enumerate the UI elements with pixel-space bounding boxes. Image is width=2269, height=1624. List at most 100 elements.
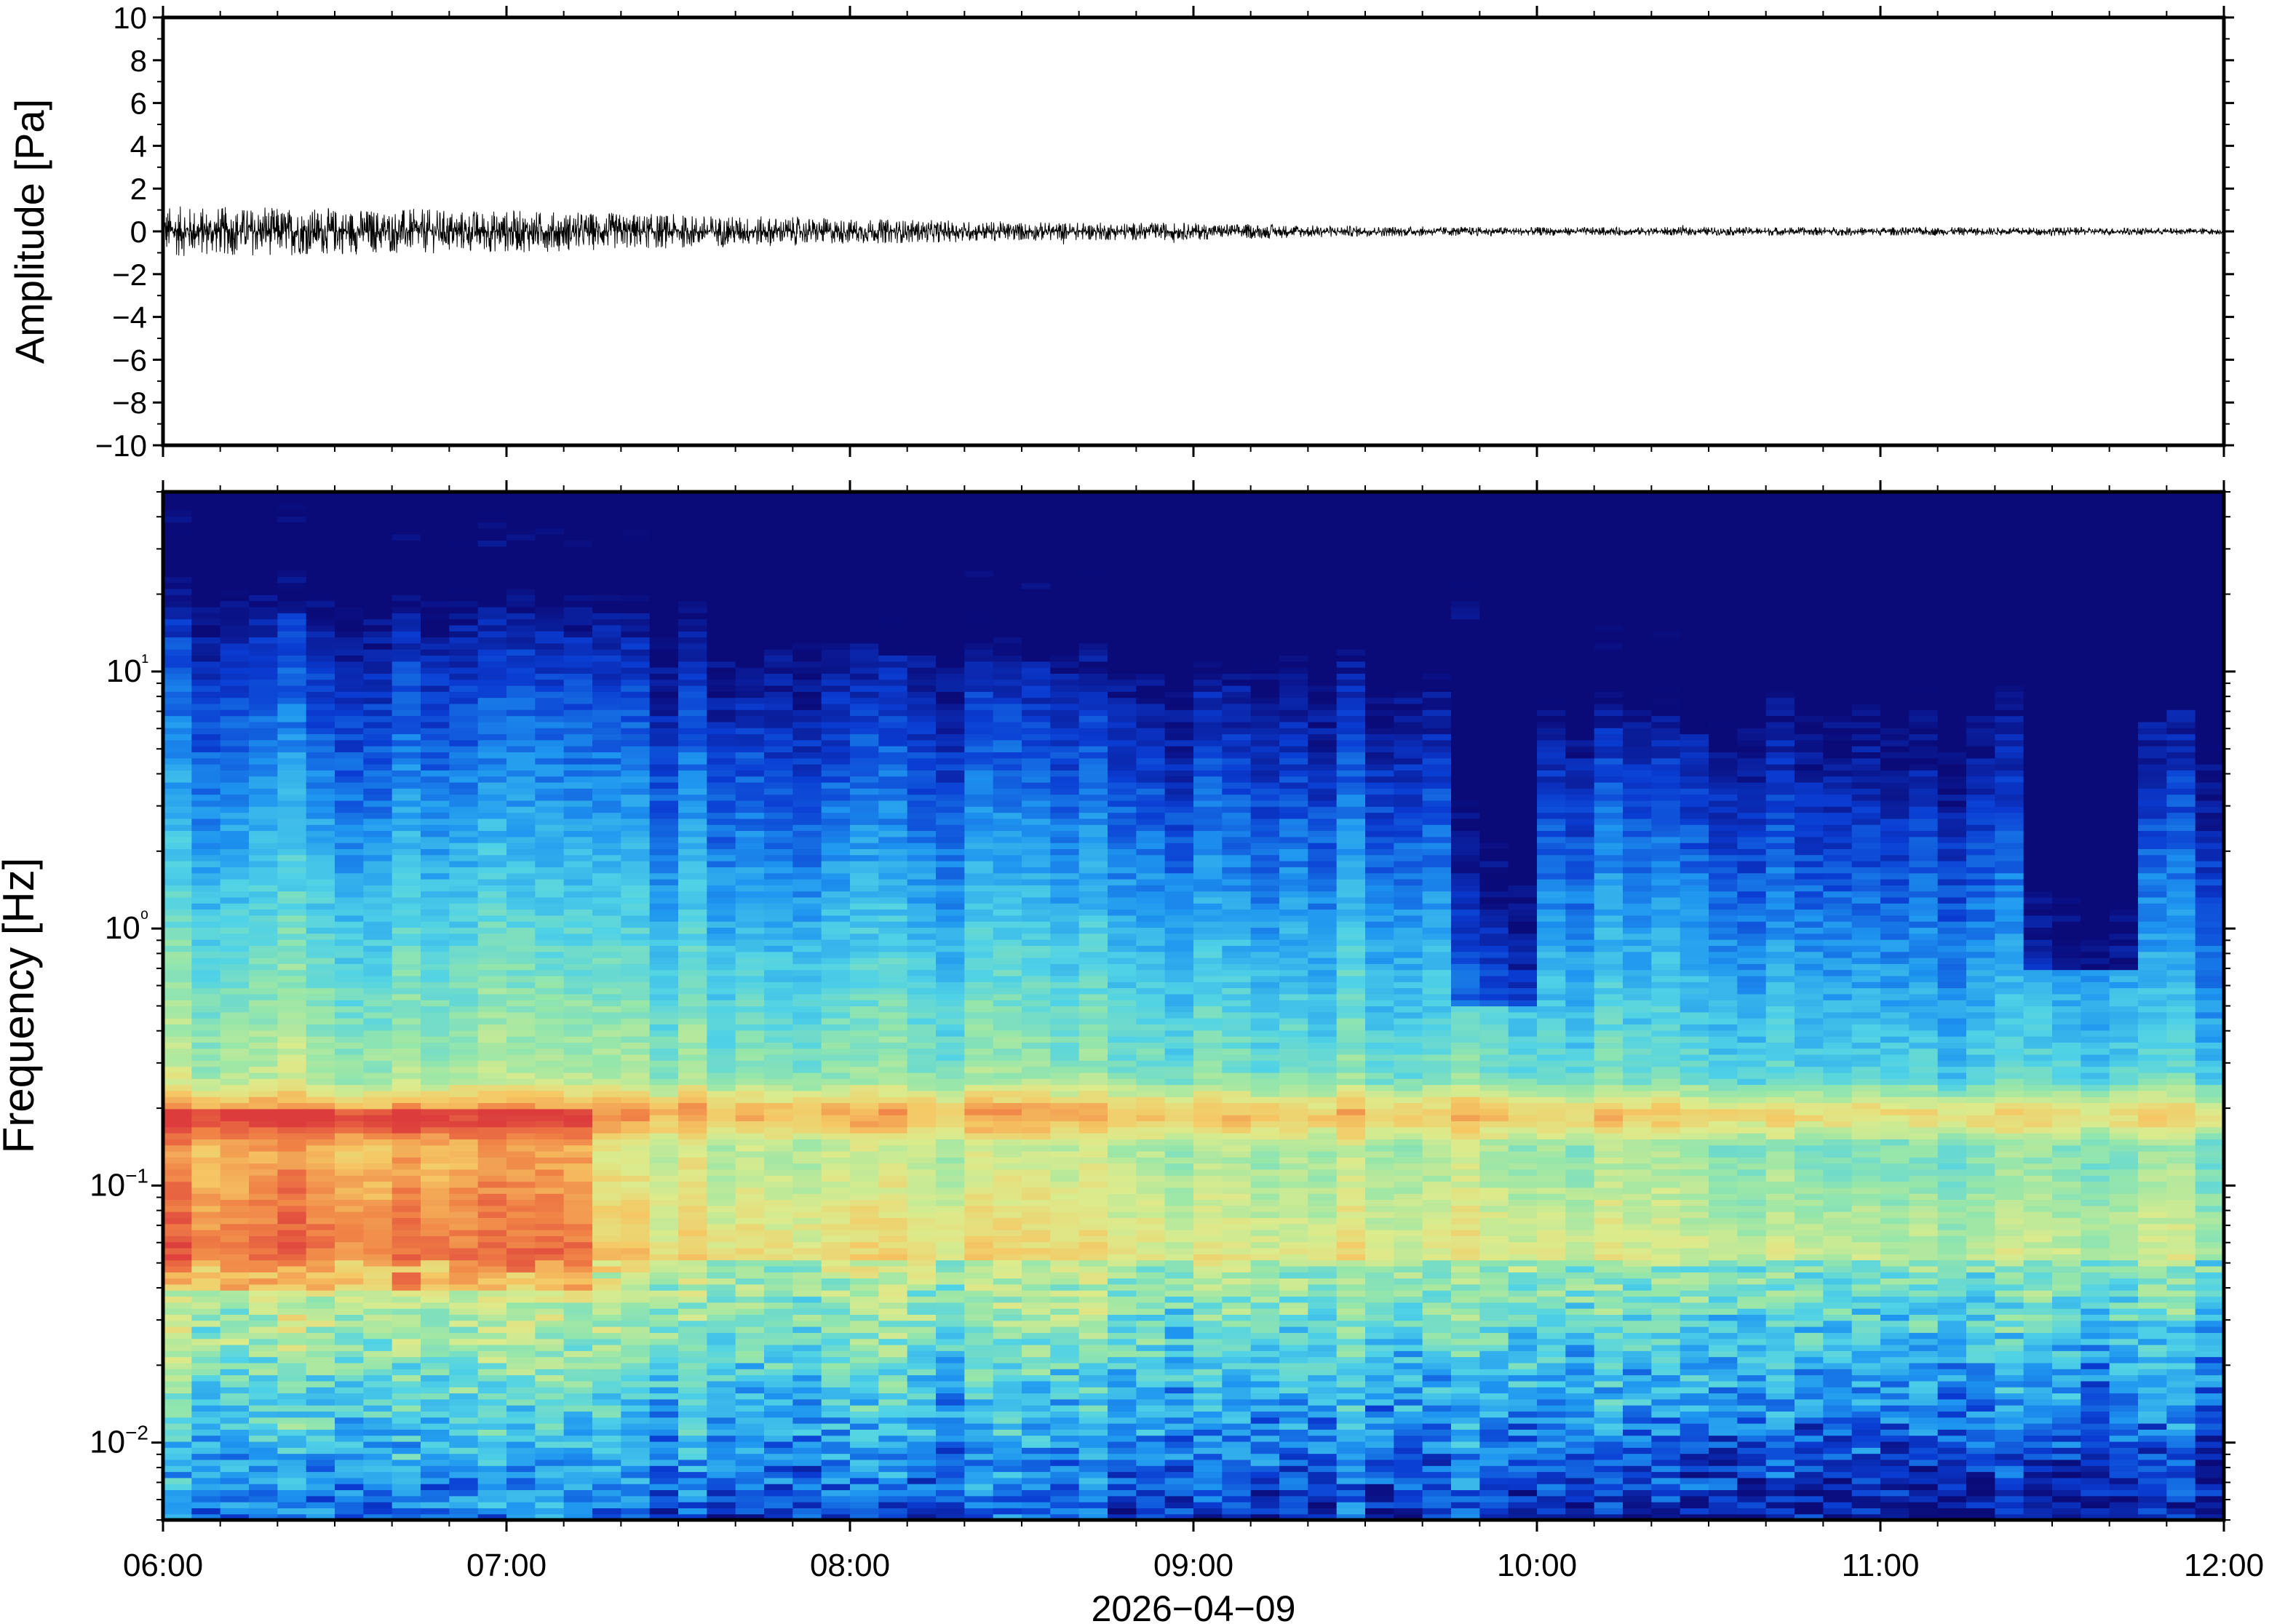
spectrogram-cell — [220, 1235, 250, 1243]
spectrogram-cell — [649, 679, 679, 686]
spectrogram-cell — [649, 1187, 679, 1194]
spectrogram-cell — [477, 1072, 507, 1079]
spectrogram-cell — [878, 800, 908, 807]
spectrogram-cell — [249, 854, 278, 861]
spectrogram-cell — [592, 588, 621, 595]
spectrogram-cell — [936, 1411, 965, 1418]
spectrogram-cell — [506, 564, 536, 571]
spectrogram-cell — [392, 1175, 421, 1182]
spectrogram-cell — [964, 1435, 994, 1442]
spectrogram-cell — [735, 594, 765, 602]
spectrogram-cell — [363, 1133, 393, 1139]
spectrogram-cell — [850, 534, 879, 541]
spectrogram-cell — [306, 812, 335, 819]
spectrogram-cell — [563, 891, 593, 898]
spectrogram-cell — [707, 1175, 736, 1182]
spectrogram-cell — [764, 631, 793, 638]
spectrogram-cell — [936, 746, 965, 752]
spectrogram-cell — [449, 721, 479, 728]
spectrogram-cell — [449, 552, 479, 560]
spectrogram-cell — [220, 1090, 250, 1097]
spectrogram-cell — [506, 878, 536, 885]
spectrogram-cell — [249, 969, 278, 976]
spectrogram-cell — [335, 1108, 364, 1115]
spectrogram-cell — [421, 824, 450, 832]
spectrogram-cell — [277, 613, 307, 620]
spectrogram-cell — [878, 1477, 908, 1484]
spectrogram-cell — [363, 1332, 393, 1340]
spectrogram-cell — [821, 1223, 851, 1230]
spectrogram-cell — [249, 1235, 278, 1243]
spectrogram-cell — [563, 1211, 593, 1219]
spectrogram-cell — [306, 896, 335, 904]
spectrogram-cell — [191, 1435, 221, 1442]
spectrogram-cell — [191, 552, 221, 560]
spectrogram-cell — [535, 1308, 565, 1315]
spectrogram-cell — [907, 1320, 937, 1327]
spectrogram-cell — [277, 963, 307, 971]
spectrogram-cell — [907, 492, 937, 498]
spectrogram-cell — [535, 1000, 565, 1007]
spectrogram-cell — [449, 1115, 479, 1122]
spectrogram-cell — [792, 1084, 822, 1091]
spectrogram-cell — [449, 861, 479, 867]
spectrogram-cell — [592, 613, 621, 620]
spectrogram-cell — [306, 558, 335, 565]
spectrogram-cell — [191, 721, 221, 728]
spectrogram-cell — [563, 1139, 593, 1146]
spectrogram-cell — [421, 1278, 450, 1285]
spectrogram-cell — [535, 1036, 565, 1043]
spectrogram-cell — [392, 1042, 421, 1049]
spectrogram-cell — [850, 1495, 879, 1502]
spectrogram-cell — [907, 993, 937, 1000]
spectrogram-cell — [592, 1477, 621, 1484]
spectrogram-cell — [735, 800, 765, 807]
spectrogram-cell — [563, 951, 593, 958]
spectrogram-cell — [335, 903, 364, 910]
spectrogram-cell — [335, 951, 364, 958]
spectrogram-cell — [792, 624, 822, 632]
spectrogram-cell — [535, 891, 565, 898]
spectrogram-cell — [936, 1157, 965, 1164]
spectrogram-cell — [535, 516, 565, 523]
spectrogram-cell — [964, 958, 994, 964]
spectrogram-cell — [249, 1320, 278, 1327]
spectrogram-cell — [220, 721, 250, 728]
spectrogram-cell — [421, 909, 450, 916]
spectrogram-cell — [821, 685, 851, 692]
spectrogram-cell — [878, 854, 908, 861]
spectrogram-cell — [649, 1423, 679, 1430]
spectrogram-cell — [535, 606, 565, 613]
spectrogram-cell — [506, 843, 536, 849]
spectrogram-cell — [621, 1126, 651, 1134]
spectrogram-cell — [449, 776, 479, 783]
spectrogram-cell — [421, 1502, 450, 1508]
spectrogram-cell — [249, 1265, 278, 1273]
spectrogram-cell — [821, 1398, 851, 1406]
spectrogram-cell — [707, 582, 736, 589]
spectrogram-cell — [335, 958, 364, 964]
spectrogram-cell — [335, 1096, 364, 1104]
spectrogram-cell — [249, 1465, 278, 1473]
spectrogram-cell — [936, 770, 965, 777]
spectrogram-cell — [907, 921, 937, 928]
spectrogram-cell — [335, 1308, 364, 1315]
spectrogram-cell — [477, 836, 507, 843]
spectrogram-cell — [306, 1459, 335, 1466]
spectrogram-cell — [392, 927, 421, 934]
spectrogram-cell — [850, 776, 879, 783]
spectrogram-cell — [277, 945, 307, 952]
spectrogram-cell — [907, 642, 937, 650]
spectrogram-cell — [649, 993, 679, 1000]
spectrogram-cell — [249, 642, 278, 650]
spectrogram-cell — [535, 522, 565, 529]
spectrogram-cell — [421, 1429, 450, 1436]
spectrogram-cell — [764, 781, 793, 789]
spectrogram-cell — [363, 776, 393, 783]
spectrogram-cell — [563, 576, 593, 584]
spectrogram-cell — [563, 1338, 593, 1345]
spectrogram-cell — [477, 1090, 507, 1097]
spectrogram-cell — [306, 794, 335, 801]
spectrogram-cell — [535, 1302, 565, 1309]
spectrogram-cell — [506, 492, 536, 498]
